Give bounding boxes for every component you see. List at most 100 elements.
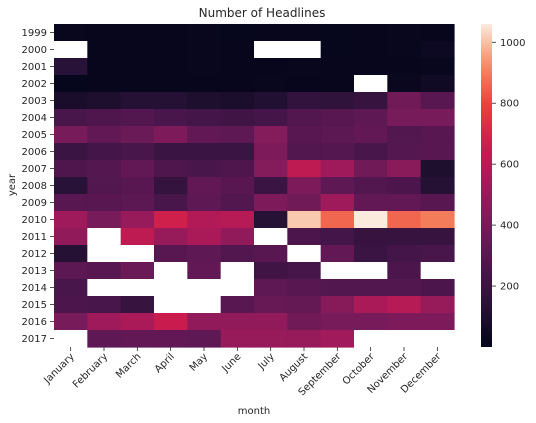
heatmap-cell [354, 58, 388, 76]
heatmap-cell [354, 211, 388, 229]
heatmap-cell [154, 228, 188, 246]
heatmap-cell [420, 92, 455, 110]
heatmap-cell [420, 313, 455, 331]
heatmap-cell [87, 194, 122, 212]
heatmap-cell [420, 143, 455, 161]
heatmap-cell [87, 211, 122, 229]
heatmap-cell [320, 24, 355, 42]
heatmap-cell [54, 330, 88, 348]
heatmap-cell [87, 41, 122, 59]
x-tick-label: July [256, 351, 277, 372]
heatmap-cell [320, 126, 355, 144]
x-axis-label: month [238, 406, 270, 417]
heatmap-cell [354, 109, 388, 127]
heatmap-cell [354, 245, 388, 263]
heatmap-cell [420, 160, 455, 178]
heatmap-cell [187, 58, 222, 76]
colorbar [481, 24, 492, 347]
colorbar-tick-label: 600 [500, 160, 519, 171]
heatmap-cell [387, 296, 422, 314]
heatmap-cell [254, 245, 288, 263]
y-tick-label: 2012 [22, 249, 47, 260]
heatmap-cell [54, 194, 88, 212]
heatmap-cell [387, 330, 422, 348]
heatmap-cell [220, 75, 255, 93]
y-tick-label: 2001 [22, 62, 47, 73]
heatmap-cell [254, 24, 288, 42]
heatmap-cell [287, 160, 322, 178]
heatmap-cell [387, 177, 422, 195]
heatmap-cell [154, 160, 188, 178]
heatmap-cell [87, 245, 122, 263]
heatmap-cell [87, 330, 122, 348]
heatmap-cell [354, 194, 388, 212]
heatmap-cell [120, 177, 155, 195]
y-tick-label: 2017 [22, 334, 47, 345]
heatmap-cell [354, 75, 388, 93]
heatmap-cell [387, 313, 422, 331]
heatmap-cell [287, 41, 322, 59]
heatmap-cell [220, 92, 255, 110]
heatmap-cell [320, 109, 355, 127]
heatmap-cell [320, 41, 355, 59]
heatmap-cell [54, 211, 88, 229]
heatmap-cell [320, 58, 355, 76]
x-tick-label: May [188, 351, 210, 373]
heatmap-cell [354, 177, 388, 195]
heatmap-cell [320, 313, 355, 331]
heatmap-cell [354, 313, 388, 331]
heatmap-cell [220, 109, 255, 127]
heatmap-cell [187, 24, 222, 42]
heatmap-cell [287, 330, 322, 348]
heatmap-cell [154, 92, 188, 110]
heatmap-cell [120, 92, 155, 110]
heatmap-cell [120, 211, 155, 229]
heatmap-cell [354, 126, 388, 144]
heatmap-cell [320, 262, 355, 280]
heatmap-cell [54, 41, 88, 59]
heatmap-cell [254, 109, 288, 127]
heatmap-cell [87, 126, 122, 144]
heatmap-cell [54, 143, 88, 161]
heatmap-cell [354, 330, 388, 348]
heatmap-cell [220, 143, 255, 161]
heatmap-cell [187, 245, 222, 263]
heatmap-cell [220, 58, 255, 76]
heatmap-cell [120, 330, 155, 348]
heatmap-cell [120, 41, 155, 59]
heatmap-cell [254, 160, 288, 178]
heatmap-cell [220, 41, 255, 59]
heatmap-cell [187, 262, 222, 280]
heatmap-cell [354, 262, 388, 280]
heatmap-cell [154, 279, 188, 297]
heatmap-cell [287, 262, 322, 280]
heatmap-cell [254, 41, 288, 59]
heatmap-cell [154, 143, 188, 161]
heatmap-cell [54, 245, 88, 263]
heatmap-cell [87, 75, 122, 93]
heatmap-cell [220, 245, 255, 263]
heatmap-cell [320, 279, 355, 297]
heatmap-cell [420, 296, 455, 314]
y-tick-label: 2007 [22, 164, 47, 175]
heatmap-cell [87, 177, 122, 195]
heatmap-cell [87, 160, 122, 178]
heatmap-cell [387, 109, 422, 127]
heatmap-cell [254, 194, 288, 212]
heatmap-cell [54, 228, 88, 246]
heatmap-cell [254, 126, 288, 144]
heatmap-cell [287, 58, 322, 76]
heatmap-cell [354, 143, 388, 161]
heatmap-cell [354, 24, 388, 42]
y-tick-label: 2016 [22, 317, 47, 328]
heatmap-cell [87, 313, 122, 331]
heatmap-cell [187, 41, 222, 59]
y-tick-label: 2005 [22, 130, 47, 141]
heatmap-cell [287, 109, 322, 127]
heatmap-cell [287, 75, 322, 93]
y-tick-label: 2013 [22, 266, 47, 277]
heatmap-cell [120, 126, 155, 144]
y-tick-label: 2003 [22, 96, 47, 107]
heatmap-cell [287, 296, 322, 314]
